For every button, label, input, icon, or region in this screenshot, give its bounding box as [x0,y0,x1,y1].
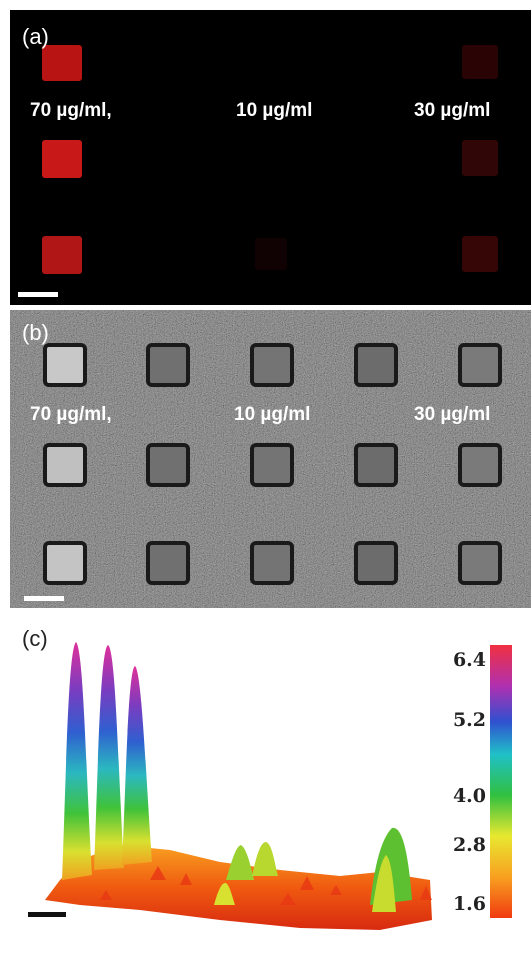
square [252,543,292,583]
colorbar-tick-label: 6.4 [453,649,486,671]
colorbar-tick-label: 4.0 [453,785,486,807]
concentration-label: 30 µg/ml [414,100,490,121]
scale-bar [28,912,66,917]
panel-a: (a) 70 µg/ml, 10 µg/ml 30 µg/ml [10,10,531,305]
square [460,445,500,485]
panel-label: (a) [22,24,49,49]
peak [226,845,254,880]
square [45,445,85,485]
peak [62,642,92,880]
square [42,45,82,81]
colorbar-tick-label: 1.6 [453,893,486,915]
square [460,543,500,583]
peak [122,666,152,865]
colorbar-tick-label: 5.2 [453,709,486,731]
square [45,345,85,385]
concentration-label: 70 µg/ml, [30,404,112,425]
concentration-label: 70 µg/ml, [30,100,112,121]
panel-b: (b) 70 µg/ml, 10 µg/ml 30 µg/ml [10,310,531,608]
panel-label: (b) [22,320,49,345]
square [148,543,188,583]
concentration-label: 30 µg/ml [414,404,490,425]
panel-c: (c) 6.4 5.2 4.0 2.8 1.6 [22,626,512,930]
square [252,345,292,385]
peak [252,842,278,876]
scale-bar [18,292,58,297]
square [356,445,396,485]
square [356,345,396,385]
square [255,238,287,270]
concentration-label: 10 µg/ml [234,404,310,425]
concentration-label: 10 µg/ml [236,100,312,121]
square [148,345,188,385]
square [42,140,82,178]
square [462,140,498,176]
colorbar [490,645,512,918]
square [45,543,85,583]
square [252,445,292,485]
square [460,345,500,385]
square [462,236,498,272]
panel-label: (c) [22,626,48,651]
scale-bar [24,596,64,601]
peak [94,645,124,870]
square [42,236,82,274]
square [148,445,188,485]
square [356,543,396,583]
colorbar-tick-label: 2.8 [453,834,486,856]
figure: (a) 70 µg/ml, 10 µg/ml 30 µg/ml (b) 70 µ [0,0,531,953]
square [462,45,498,79]
surface-peaks [62,642,152,880]
